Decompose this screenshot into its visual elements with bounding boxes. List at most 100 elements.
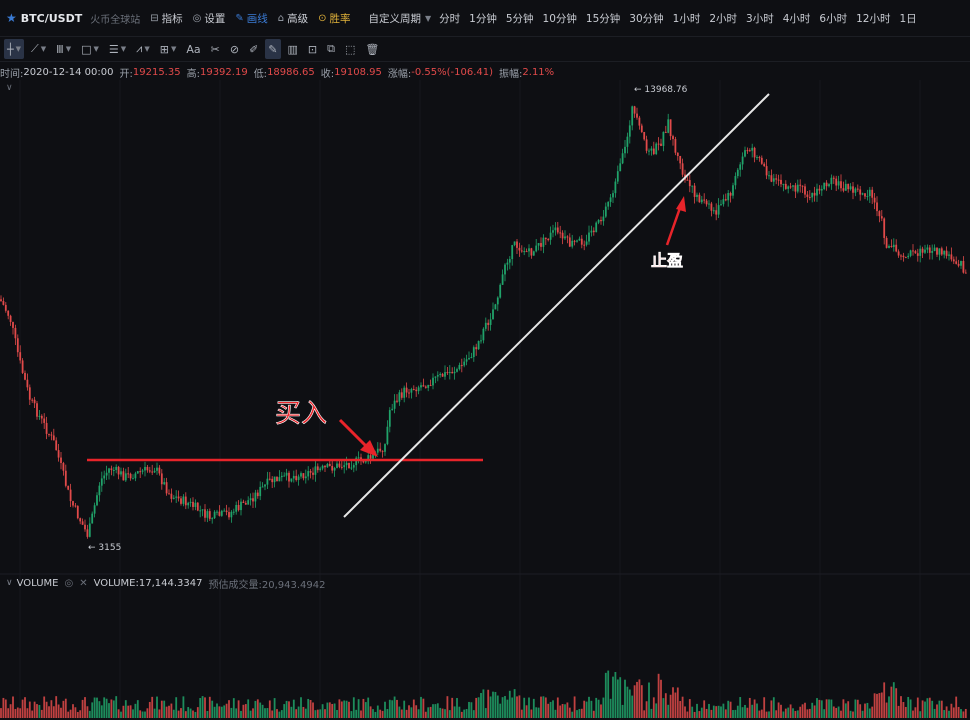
chevron-down-icon[interactable]: ▼ [40,45,47,53]
trend-line[interactable] [343,93,770,518]
favorite-star-icon[interactable]: ★ [6,11,17,25]
candle-body [218,511,221,516]
volume-bar [684,706,686,718]
pencil-tool[interactable]: ✎ [265,39,281,59]
candle-body [547,239,550,241]
candle-body [900,255,902,257]
candle-body [331,465,334,471]
volume-bar [492,691,494,718]
candle-body [165,482,168,494]
candle-body [883,218,886,238]
crosshair-icon: ┼ [7,42,14,56]
change-label: 涨幅: [387,68,412,80]
volume-bar [357,699,360,718]
measure-tool[interactable]: ⊞ ▼ [157,39,180,59]
lock-tool[interactable]: ⊡ [305,39,320,59]
menu-drawing[interactable]: ✎ 画线 [235,12,268,25]
candle-body [177,496,180,499]
chevron-down-icon[interactable]: ▼ [170,45,177,53]
high-value: 19392.19 [199,66,248,78]
chevron-down-icon[interactable]: ▼ [120,45,127,53]
period-10min[interactable]: 10分钟 [542,12,577,25]
period-12h[interactable]: 12小时 [856,12,891,25]
screenshot-tool[interactable]: ⬚ [342,39,358,59]
eraser-tool[interactable]: ⊘ [227,39,242,59]
measure-icon: ⊞ [159,42,169,56]
rectangle-tool[interactable]: □ ▼ [78,39,102,59]
candle-body [333,467,336,471]
candle-body [388,410,391,427]
volume-bar [487,689,490,718]
chevron-down-icon[interactable]: ▼ [144,45,150,53]
volume-bar [705,708,708,718]
candle-body [144,466,146,471]
candle-body [948,254,950,256]
vertical-lines-tool[interactable]: Ⅲ ▼ [53,39,74,59]
candle-body [861,193,864,195]
settings-icon[interactable]: ◎ [64,577,74,589]
period-5min[interactable]: 5分钟 [505,12,534,25]
volume-bar [333,703,336,718]
volume-bar [832,706,835,718]
candle-body [45,422,48,434]
text-tool[interactable]: Aa [183,39,203,59]
symbol-selector[interactable]: ★ BTC/USDT 火币全球站 [0,11,140,26]
volume-bar [936,704,938,718]
period-3h[interactable]: 3小时 [746,12,774,25]
candle-body [148,470,151,472]
wave-tool[interactable]: ⩘ ▼ [133,39,153,59]
chevron-down-icon[interactable]: ▼ [93,45,99,53]
menu-settings[interactable]: ◎ 设置 [192,12,226,25]
candle-body [84,524,86,530]
horizontal-lines-tool[interactable]: ☰ ▼ [106,39,129,59]
volume-bar [88,710,91,718]
volume-bar [638,679,641,718]
candle-body [746,150,749,152]
period-4h[interactable]: 4小时 [782,12,811,25]
chevron-down-icon[interactable]: ▼ [65,45,72,53]
volume-bar [573,696,576,718]
period-6h[interactable]: 6小时 [819,12,848,25]
custom-period-button[interactable]: 自定义周期 [368,12,422,25]
brush-tool[interactable]: ✂ [208,39,223,59]
close-icon[interactable]: ✕ [79,577,88,589]
volume-bar [753,699,756,718]
chevron-down-icon[interactable]: ▼ [15,45,22,53]
volume-bar [388,699,391,718]
candle-body [254,492,257,502]
ruler-tool[interactable]: ✐ [246,39,261,59]
candle-body [907,255,910,258]
volume-bar [852,711,854,718]
volume-bar [33,701,36,718]
volume-bar [403,700,406,718]
period-15min[interactable]: 15分钟 [585,12,621,25]
period-1d[interactable]: 1日 [899,12,917,25]
symbol-name[interactable]: BTC/USDT [20,11,83,25]
period-30min[interactable]: 30分钟 [629,12,664,25]
volume-bar [729,701,732,718]
trendline-tool[interactable]: ⟋ ▼ [28,39,49,59]
menu-advanced[interactable]: ⌂ 高级 [277,12,309,25]
candle-body [739,164,742,170]
candle-body [136,471,139,474]
menu-indicator[interactable]: ⊟ 指标 [150,12,183,25]
chevron-down-icon[interactable]: ▼ [425,13,432,23]
volume-bar [7,708,10,718]
period-1h[interactable]: 1小时 [672,12,701,25]
volume-bar [890,686,893,718]
crosshair-tool[interactable]: ┼ ▼ [4,39,25,59]
copy-tool[interactable]: ⧉ [324,39,338,59]
trash-tool[interactable]: 🗑 [362,39,382,59]
period-2h[interactable]: 2小时 [709,12,738,25]
candle-body [120,471,122,475]
period-1min[interactable]: 1分钟 [469,12,497,25]
barcode-tool[interactable]: ▥ [285,39,301,59]
chevron-down-icon[interactable]: ∨ [6,578,13,588]
volume-bar [698,711,701,718]
period-timeshare[interactable]: 分时 [439,12,461,25]
candle-body [530,248,533,256]
collapse-chevron-icon[interactable]: ∨ [6,83,13,93]
menu-winrate[interactable]: ⊙ 胜率 [318,12,351,25]
volume-bar [813,705,816,718]
